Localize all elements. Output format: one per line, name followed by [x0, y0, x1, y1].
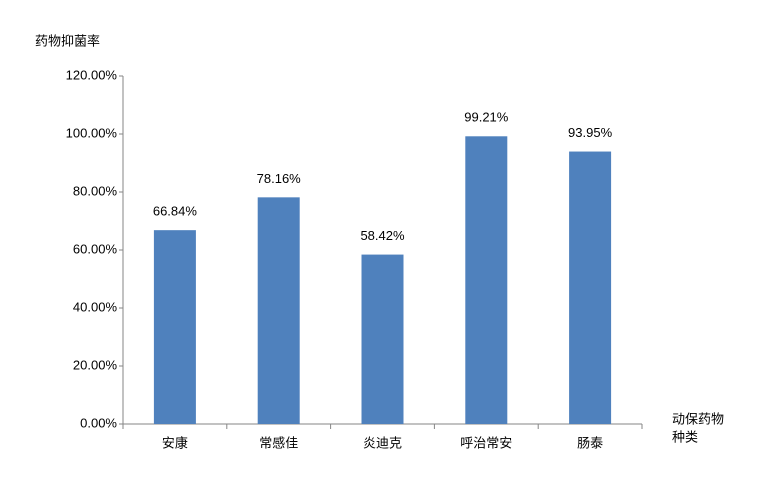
x-tick-label: 安康: [162, 435, 188, 450]
y-tick-label: 80.00%: [73, 183, 118, 198]
y-tick-label: 120.00%: [66, 67, 118, 82]
y-tick-label: 0.00%: [80, 415, 117, 430]
data-label: 78.16%: [257, 171, 302, 186]
bar: [257, 197, 300, 424]
x-tick-label: 呼治常安: [460, 435, 512, 450]
bar: [361, 254, 404, 424]
x-tick-label: 炎迪克: [363, 435, 402, 450]
data-label: 66.84%: [153, 204, 198, 219]
bar: [153, 230, 196, 424]
y-axis-title: 药物抑菌率: [35, 33, 100, 48]
x-tick-label: 肠泰: [577, 435, 603, 450]
data-label: 99.21%: [464, 110, 509, 125]
y-tick-label: 40.00%: [73, 299, 118, 314]
data-label: 93.95%: [568, 125, 613, 140]
data-label: 58.42%: [360, 228, 405, 243]
y-tick-label: 100.00%: [66, 125, 118, 140]
y-tick-label: 20.00%: [73, 357, 118, 372]
y-tick-label: 60.00%: [73, 241, 118, 256]
bar: [569, 151, 612, 425]
x-axis-title: 种类: [672, 429, 698, 444]
bar: [465, 136, 508, 424]
x-axis-title: 动保药物: [672, 411, 724, 426]
x-tick-label: 常感佳: [259, 435, 298, 450]
